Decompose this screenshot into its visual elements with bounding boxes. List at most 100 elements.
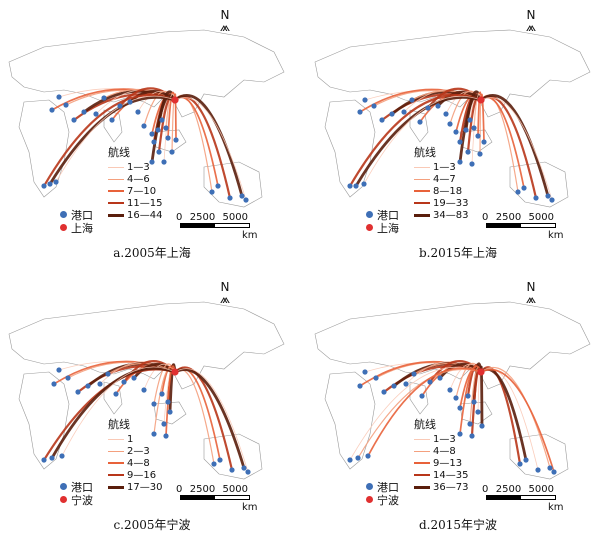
legend-line-swatch xyxy=(108,166,124,168)
legend-port-row: 港口 xyxy=(366,480,399,494)
scale-tick-label: 5000 xyxy=(528,484,554,495)
port-marker xyxy=(409,97,415,103)
legend-line-swatch xyxy=(414,450,430,452)
scale-ticks: 0 2500 5000 xyxy=(482,484,554,495)
legend-class-row: 14—35 xyxy=(414,469,468,481)
port-marker xyxy=(479,423,485,429)
port-dot-icon xyxy=(60,211,67,218)
legend-port-label: 港口 xyxy=(377,480,399,494)
shipping-route-line xyxy=(480,97,553,201)
port-marker xyxy=(165,135,171,141)
port-marker xyxy=(149,131,155,137)
port-marker xyxy=(149,159,155,165)
landmass-outline xyxy=(203,161,263,208)
scale-unit: km xyxy=(548,230,564,241)
scale-ticks: 0 2500 5000 xyxy=(482,212,554,223)
port-marker xyxy=(467,421,473,427)
point-legend: 港口 宁波 xyxy=(366,480,399,507)
north-label: N xyxy=(220,8,230,22)
shipping-route-line xyxy=(174,97,247,201)
port-marker xyxy=(41,183,47,189)
shipping-route-line xyxy=(55,95,176,183)
port-marker xyxy=(365,453,371,459)
map-panel-d: N ⩕ 航线 1—3 4—8 9—13 14—35 36—73 港口 宁波 0 2500 5000 k… xyxy=(310,274,606,542)
port-marker xyxy=(71,117,77,123)
legend-hub-row: 上海 xyxy=(60,221,93,235)
panel-caption: d.2015年宁波 xyxy=(418,518,498,532)
port-marker xyxy=(533,195,539,201)
panel-caption: a.2005年上海 xyxy=(113,246,191,260)
port-marker xyxy=(475,409,481,415)
shipping-route-line xyxy=(174,368,249,473)
north-arrow: N ⩕ xyxy=(218,8,232,34)
legend-class-label: 9—16 xyxy=(127,469,157,481)
port-marker xyxy=(155,127,161,133)
north-arrow: N ⩕ xyxy=(218,280,232,306)
port-dot-icon xyxy=(60,483,67,490)
route-legend: 航线 1 2—3 4—8 9—16 17—30 xyxy=(108,416,162,493)
port-marker xyxy=(127,99,133,105)
legend-class-label: 34—83 xyxy=(433,209,469,221)
legend-hub-label: 宁波 xyxy=(71,493,93,507)
shipping-route-line xyxy=(458,94,483,163)
legend-class-label: 4—7 xyxy=(433,173,456,185)
port-marker xyxy=(135,109,141,115)
port-marker xyxy=(239,193,245,199)
port-marker xyxy=(156,149,162,155)
port-marker xyxy=(465,393,471,399)
legend-line-swatch xyxy=(414,485,430,489)
route-legend: 航线 1—3 4—6 7—10 11—15 16—44 xyxy=(108,144,162,221)
legend-class-label: 9—13 xyxy=(433,457,463,469)
port-marker xyxy=(417,119,423,125)
legend-line-swatch xyxy=(108,474,124,476)
legend-line-swatch xyxy=(414,178,430,180)
legend-class-row: 1—3 xyxy=(108,161,162,173)
legend-class-row: 9—16 xyxy=(108,469,162,481)
legend-class-row: 4—7 xyxy=(414,173,468,185)
port-marker xyxy=(453,395,459,401)
port-marker xyxy=(467,117,473,123)
north-arrow-icon: ⩕ xyxy=(525,292,537,307)
north-arrow: N ⩕ xyxy=(524,280,538,306)
port-marker xyxy=(361,181,367,187)
hub-port-marker xyxy=(171,96,179,104)
legend-class-label: 7—10 xyxy=(127,185,157,197)
port-marker xyxy=(465,149,471,155)
port-marker xyxy=(515,189,521,195)
port-dot-icon xyxy=(366,211,373,218)
port-marker xyxy=(75,389,81,395)
legend-class-row: 4—6 xyxy=(108,173,162,185)
port-marker xyxy=(373,375,379,381)
port-marker xyxy=(362,369,368,375)
port-marker xyxy=(56,367,62,373)
port-marker xyxy=(443,111,449,117)
legend-class-label: 1—3 xyxy=(433,161,456,173)
legend-class-row: 4—8 xyxy=(108,457,162,469)
port-marker xyxy=(109,117,115,123)
route-map xyxy=(314,301,591,480)
port-marker xyxy=(173,137,179,143)
port-marker xyxy=(471,399,477,405)
shipping-route-line xyxy=(480,368,555,473)
port-marker xyxy=(141,387,147,393)
scale-tick-label: 5000 xyxy=(222,484,248,495)
legend-line-swatch xyxy=(414,474,430,476)
port-marker xyxy=(169,149,175,155)
shipping-route-line xyxy=(174,94,244,197)
legend-class-row: 16—44 xyxy=(108,209,162,221)
shipping-route-line xyxy=(150,94,177,163)
port-marker xyxy=(457,405,463,411)
port-marker xyxy=(389,111,395,117)
port-marker xyxy=(113,391,119,397)
shipping-route-line xyxy=(354,95,482,187)
port-marker xyxy=(131,375,137,381)
port-marker xyxy=(457,159,463,165)
port-marker xyxy=(63,102,69,108)
port-marker xyxy=(159,117,165,123)
port-marker xyxy=(151,401,157,407)
port-dot-icon xyxy=(366,483,373,490)
shipping-route-line xyxy=(153,366,176,435)
port-marker xyxy=(403,381,409,387)
port-marker xyxy=(371,103,377,109)
port-marker xyxy=(217,457,223,463)
